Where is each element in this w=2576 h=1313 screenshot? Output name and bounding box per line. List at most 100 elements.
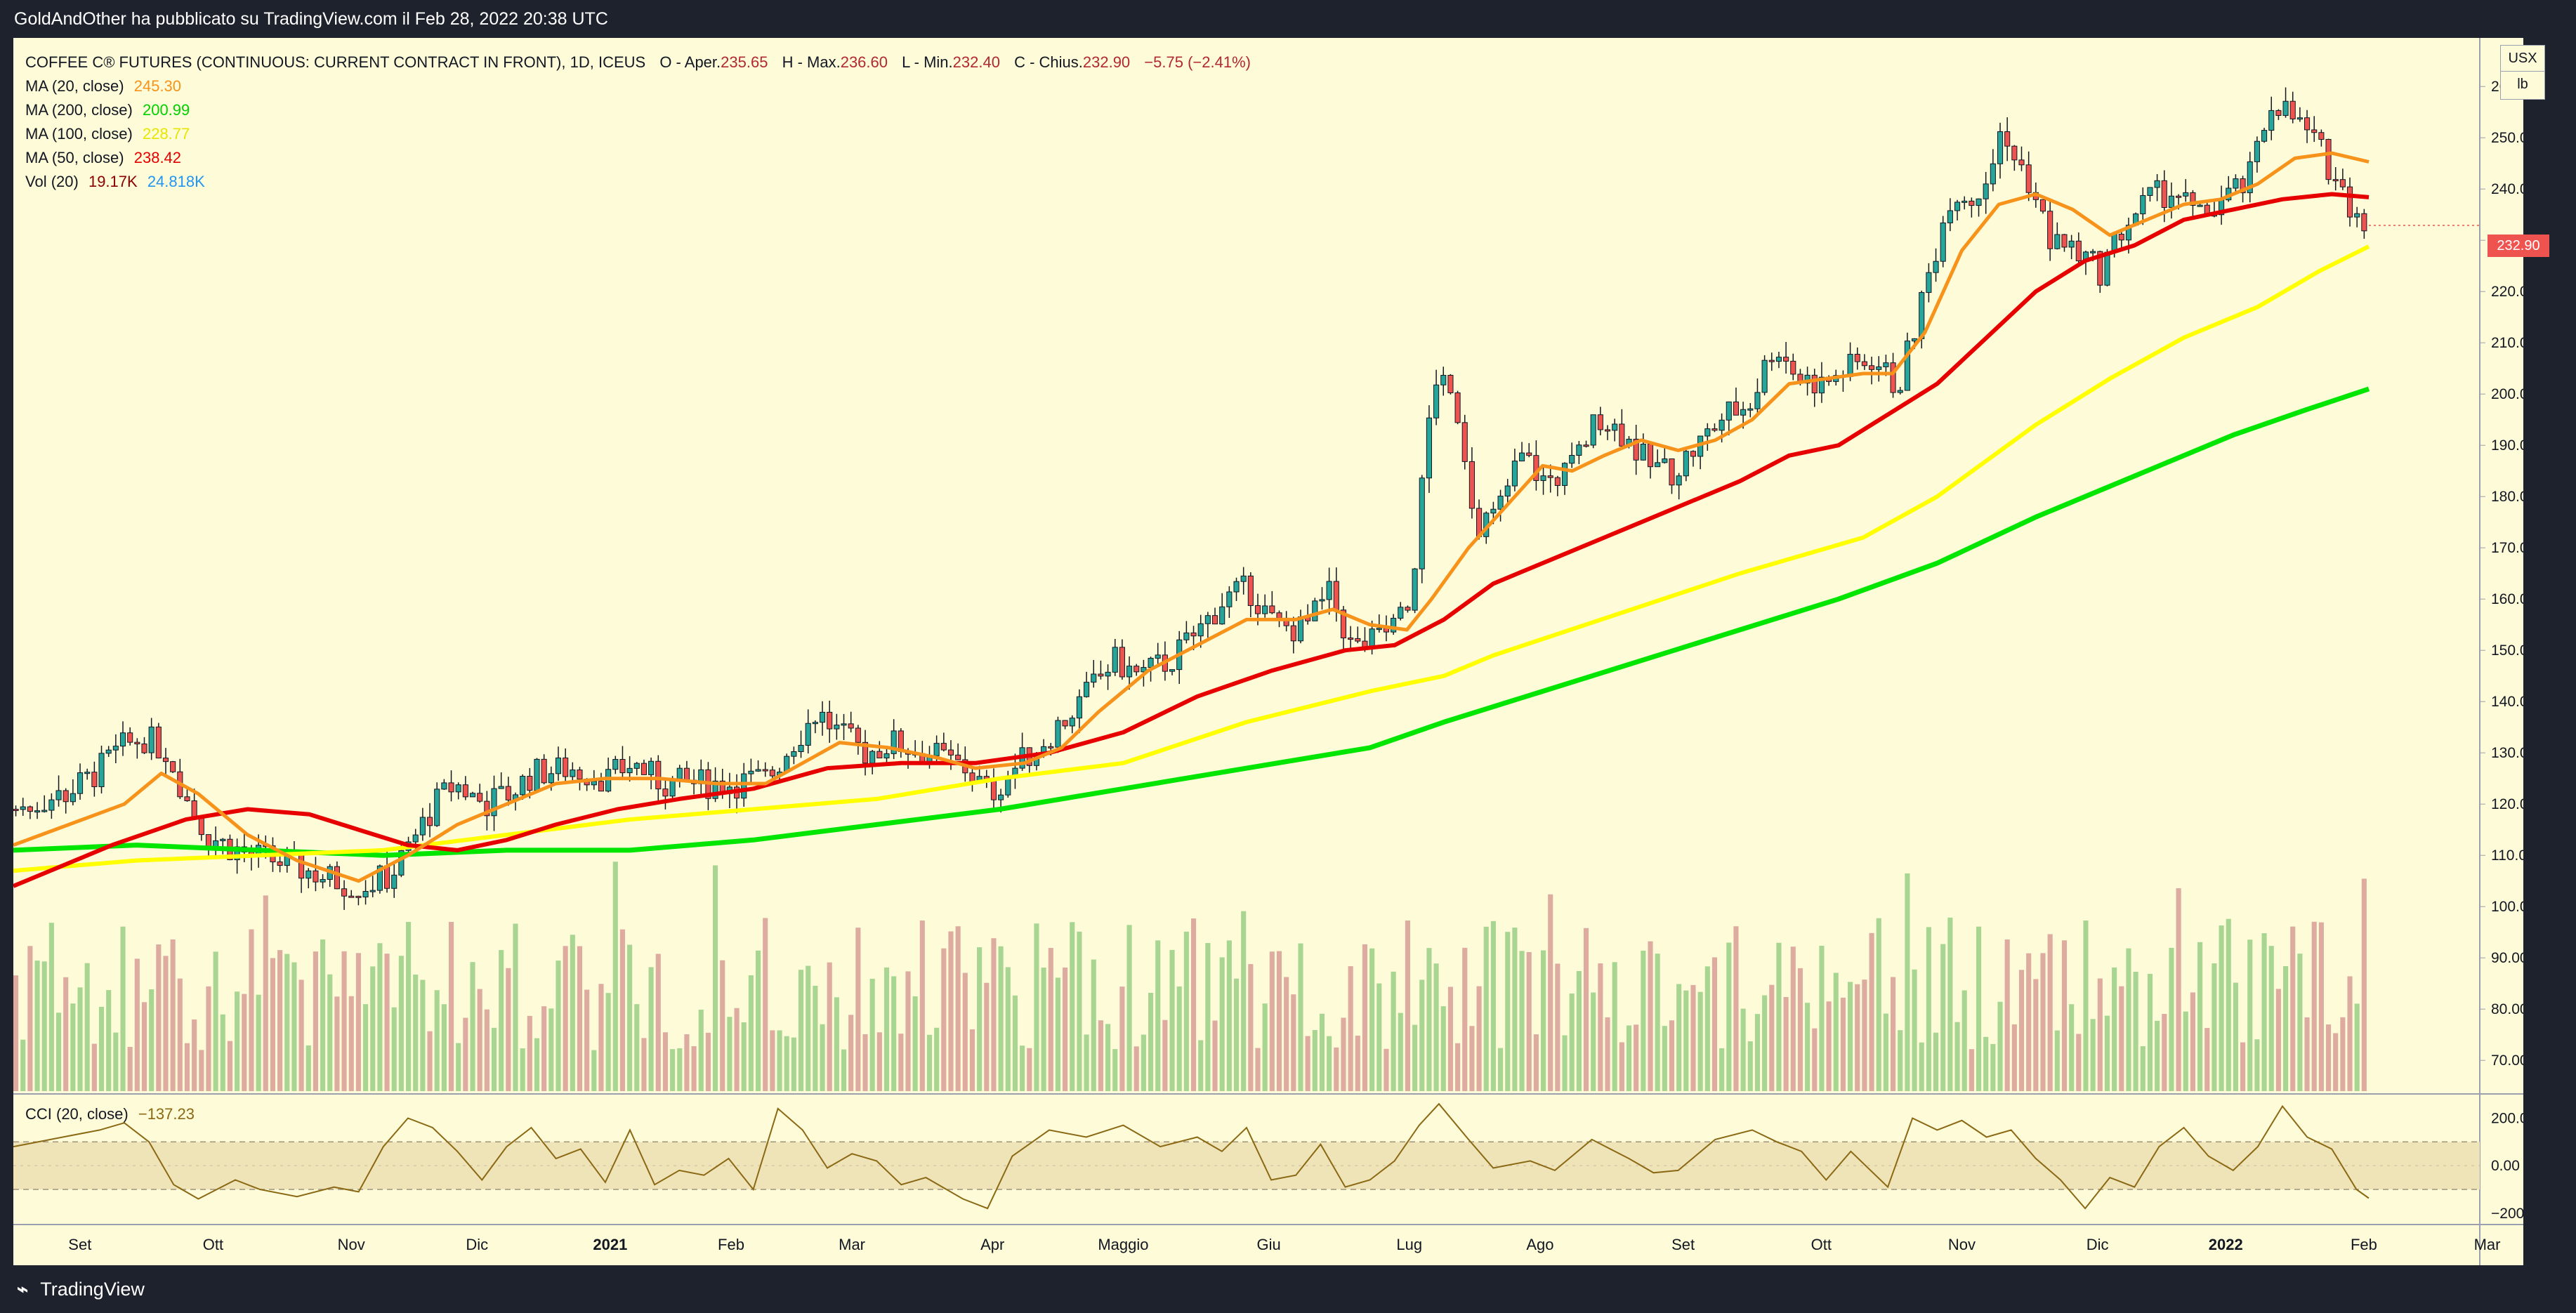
candle-body — [2254, 140, 2260, 162]
volume-bar — [806, 965, 811, 1091]
candle-body — [2240, 178, 2246, 194]
volume-bar — [1526, 951, 1532, 1091]
unit-selector[interactable]: USX lb — [2500, 45, 2545, 100]
candle-body — [162, 758, 169, 763]
legend-label: MA (20, close) — [25, 77, 124, 95]
candle-body — [548, 773, 554, 784]
candle-body — [1126, 666, 1133, 678]
volume-bar — [149, 989, 155, 1091]
volume-bar — [141, 1002, 147, 1091]
price-tick-label: 80.00 — [2491, 1001, 2523, 1017]
brand-bar: ⌁ TradingView — [0, 1265, 2576, 1313]
volume-bar — [1119, 987, 1125, 1091]
volume-bar — [2261, 933, 2267, 1091]
volume-bar — [898, 1034, 904, 1091]
volume-bar — [1398, 1012, 1403, 1091]
candle-body — [1141, 667, 1147, 673]
volume-bar — [1198, 1040, 1204, 1091]
candle-body — [1419, 477, 1425, 569]
volume-bar — [1005, 967, 1011, 1091]
volume-bar — [2190, 992, 2195, 1091]
volume-bar — [2097, 978, 2103, 1091]
volume-bar — [848, 1015, 854, 1091]
volume-bar — [841, 1049, 847, 1091]
candle-body — [1440, 374, 1447, 385]
volume-bar — [1341, 1017, 1346, 1091]
volume-bar — [341, 951, 347, 1091]
candle-body — [112, 746, 119, 751]
volume-bar — [120, 926, 126, 1091]
candle-body — [77, 772, 84, 794]
time-tick-label: Dic — [2087, 1236, 2109, 1253]
candle-body — [612, 759, 619, 770]
candle-body — [2197, 204, 2203, 207]
volume-bar — [2247, 939, 2253, 1091]
volume-bar — [84, 963, 90, 1091]
candle-body — [1576, 444, 1582, 456]
candle-body — [220, 838, 226, 841]
candle-body — [505, 786, 511, 800]
high-value: 236.60 — [840, 53, 888, 71]
volume-bar — [2226, 918, 2231, 1091]
volume-bar — [1162, 1020, 1168, 1091]
candle-body — [1091, 673, 1097, 683]
volume-bar — [905, 971, 911, 1091]
candle-body — [119, 732, 126, 747]
volume-bar — [441, 1004, 447, 1091]
volume-bar — [1555, 963, 1560, 1091]
candle-body — [184, 796, 190, 801]
candle-body — [70, 793, 76, 803]
volume-bar — [1655, 954, 1660, 1091]
volume-bar — [556, 961, 561, 1091]
volume-bar — [434, 990, 440, 1091]
volume-bar — [527, 1015, 532, 1091]
volume-bar — [1334, 1047, 1339, 1091]
volume-bar — [612, 862, 618, 1091]
candle-body — [469, 793, 476, 798]
cci-value: −137.23 — [138, 1105, 195, 1123]
time-tick-label: Feb — [2351, 1236, 2377, 1253]
price-chart-svg[interactable]: 260.00250.00240.00230.00220.00210.00200.… — [13, 38, 2523, 1265]
candle-body — [876, 751, 883, 759]
candle-body — [498, 786, 504, 789]
volume-bar — [298, 979, 304, 1091]
volume-bar — [1869, 932, 1874, 1091]
volume-bar — [1947, 917, 1953, 1091]
candle-body — [2104, 251, 2110, 286]
candle-body — [1211, 615, 1218, 625]
candle-body — [555, 757, 562, 774]
volume-bar — [463, 1017, 468, 1091]
candle-body — [563, 757, 569, 777]
candle-body — [1412, 568, 1418, 611]
volume-bar — [563, 946, 568, 1091]
volume-bar — [1248, 964, 1254, 1091]
chart-area[interactable]: 260.00250.00240.00230.00220.00210.00200.… — [13, 38, 2523, 1265]
volume-bar — [363, 1004, 369, 1091]
candle-body — [1940, 222, 1946, 262]
volume-bar — [2311, 921, 2317, 1091]
volume-bar — [1898, 1030, 1903, 1091]
volume-bar — [63, 977, 69, 1091]
volume-bar — [1812, 1028, 1818, 1091]
volume-bar — [756, 950, 761, 1091]
volume-bar — [876, 1032, 882, 1091]
candle-body — [484, 800, 490, 817]
volume-bar — [827, 962, 832, 1091]
candle-body — [1990, 163, 1996, 185]
candle-body — [2339, 179, 2346, 187]
volume-bar — [156, 944, 162, 1091]
candle-body — [1355, 638, 1361, 642]
volume-bar — [320, 939, 326, 1091]
candle-body — [155, 726, 162, 759]
candle-body — [1276, 612, 1282, 619]
volume-bar — [470, 962, 475, 1091]
volume-bar — [106, 990, 112, 1091]
candle-body — [55, 790, 62, 800]
candle-body — [2068, 240, 2075, 248]
candle-body — [1333, 581, 1339, 611]
volume-bar — [883, 967, 890, 1091]
candle-body — [398, 850, 405, 876]
volume-bar — [1376, 983, 1382, 1091]
volume-bar — [1862, 979, 1867, 1091]
candle-body — [170, 761, 176, 772]
